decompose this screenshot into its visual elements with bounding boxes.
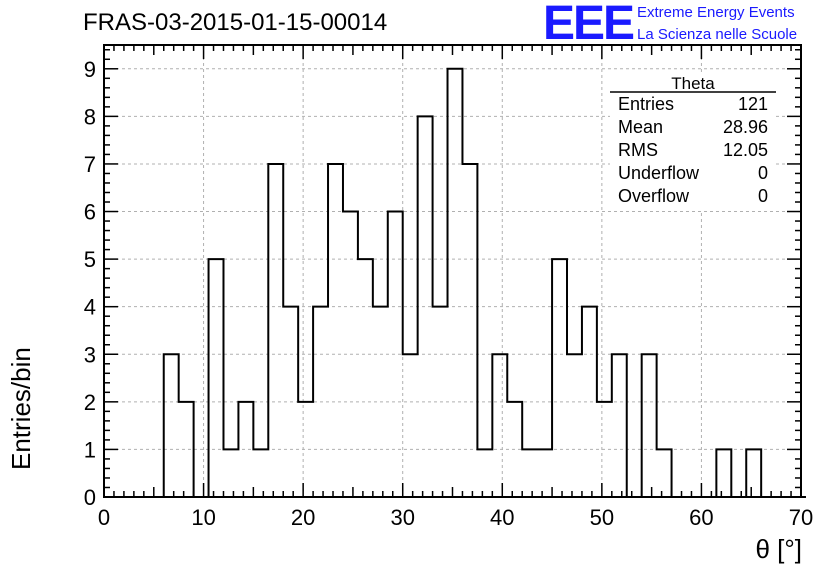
histogram-bin (238, 402, 253, 497)
histogram-bin (418, 116, 433, 497)
y-tick-label: 5 (84, 247, 96, 272)
stats-row-value: 0 (758, 186, 768, 206)
histogram-bin (522, 449, 537, 497)
histogram-bin (582, 307, 597, 497)
stats-row-value: 12.05 (723, 140, 768, 160)
y-tick-label: 2 (84, 390, 96, 415)
histogram-bin (223, 449, 238, 497)
y-tick-label: 3 (84, 342, 96, 367)
histogram-bin (448, 69, 463, 497)
y-tick-label: 1 (84, 437, 96, 462)
histogram-bin (373, 307, 388, 497)
histogram-bin (477, 449, 492, 497)
histogram-bin (313, 307, 328, 497)
histogram-bin (567, 354, 582, 497)
histogram-bin (343, 212, 358, 497)
logo-line-2: La Scienza nelle Scuole (637, 26, 798, 43)
stats-row-label: Underflow (618, 163, 700, 183)
y-tick-label: 8 (84, 104, 96, 129)
stats-row-label: Overflow (618, 186, 690, 206)
stats-row-label: RMS (618, 140, 658, 160)
histogram-bin (298, 402, 313, 497)
x-tick-label: 70 (789, 505, 813, 530)
y-tick-label: 4 (84, 295, 96, 320)
x-tick-label: 60 (689, 505, 713, 530)
histogram-bin (164, 354, 179, 497)
x-tick-label: 40 (490, 505, 514, 530)
histogram-bin (642, 354, 657, 497)
histogram-bin (358, 259, 373, 497)
y-tick-label: 0 (84, 485, 96, 510)
histogram-bin (179, 402, 194, 497)
histogram-bin (283, 307, 298, 497)
stats-box-title: Theta (671, 74, 715, 93)
y-tick-label: 6 (84, 200, 96, 225)
y-tick-label: 9 (84, 57, 96, 82)
histogram-bin (507, 402, 522, 497)
histogram-bin (388, 212, 403, 497)
histogram-bin (612, 354, 627, 497)
stats-row-label: Entries (618, 94, 674, 114)
histogram-bin (492, 354, 507, 497)
histogram-outline (104, 67, 806, 498)
histogram-bin (433, 307, 448, 497)
x-tick-label: 10 (191, 505, 215, 530)
chart-title: FRAS-03-2015-01-15-00014 (83, 9, 388, 36)
y-tick-label: 7 (84, 152, 96, 177)
histogram-bin (746, 449, 761, 497)
eee-logo: EEE (543, 0, 635, 50)
x-tick-label: 20 (291, 505, 315, 530)
histogram-bin (268, 164, 283, 497)
x-axis-label: θ [°] (755, 534, 802, 564)
histogram-bin (657, 449, 672, 497)
histogram-bin (328, 164, 343, 497)
x-tick-label: 0 (98, 505, 110, 530)
stats-row-value: 0 (758, 163, 768, 183)
x-tick-label: 50 (590, 505, 614, 530)
histogram-bin (253, 449, 268, 497)
logo-line-1: Extreme Energy Events (637, 4, 795, 21)
stats-row-label: Mean (618, 117, 663, 137)
histogram-bin (552, 259, 567, 497)
histogram-bin (209, 259, 224, 497)
stats-row-value: 121 (738, 94, 768, 114)
histogram-bin (403, 354, 418, 497)
stats-row-value: 28.96 (723, 117, 768, 137)
stats-box (610, 72, 776, 210)
x-tick-label: 30 (390, 505, 414, 530)
histogram-bin (597, 402, 612, 497)
histogram-bin (537, 449, 552, 497)
histogram-bin (462, 164, 477, 497)
histogram-bin (716, 449, 731, 497)
